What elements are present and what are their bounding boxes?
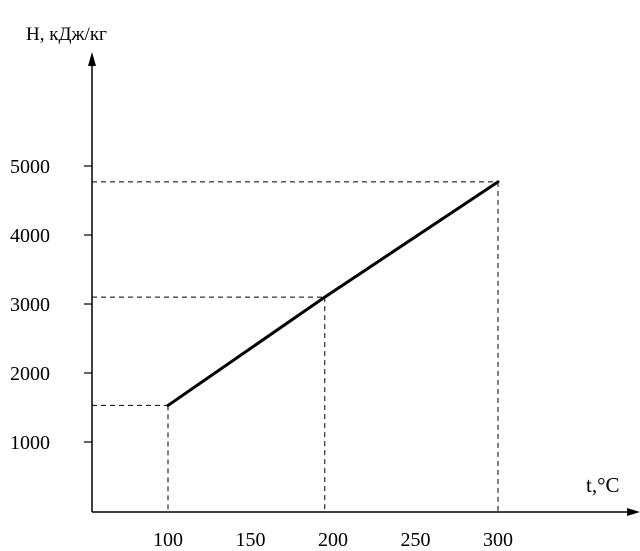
x-axis-label: t,°C [586, 473, 620, 497]
y-tick-label-2000: 2000 [10, 363, 50, 385]
x-tick-label-200: 200 [318, 529, 348, 551]
series [166, 180, 500, 407]
x-tick-label-250: 250 [401, 529, 431, 551]
x-tick-label-150: 150 [236, 529, 266, 551]
y-tick-label-3000: 3000 [10, 294, 50, 316]
x-tick-label-100: 100 [153, 529, 183, 551]
axes [88, 52, 640, 516]
x-axis-arrow [627, 508, 640, 516]
y-axis-arrow [88, 52, 96, 66]
y-tick-label-4000: 4000 [10, 225, 50, 247]
x-tick-label-300: 300 [483, 529, 513, 551]
ticks: 1000 2000 3000 4000 5000 100 150 200 250 300 [10, 156, 513, 551]
y-tick-label-1000: 1000 [10, 432, 50, 454]
y-axis-label: H, кДж/кг [26, 24, 107, 45]
guide-lines [92, 181, 499, 512]
series-line-1 [166, 180, 500, 407]
y-tick-label-5000: 5000 [10, 156, 50, 178]
